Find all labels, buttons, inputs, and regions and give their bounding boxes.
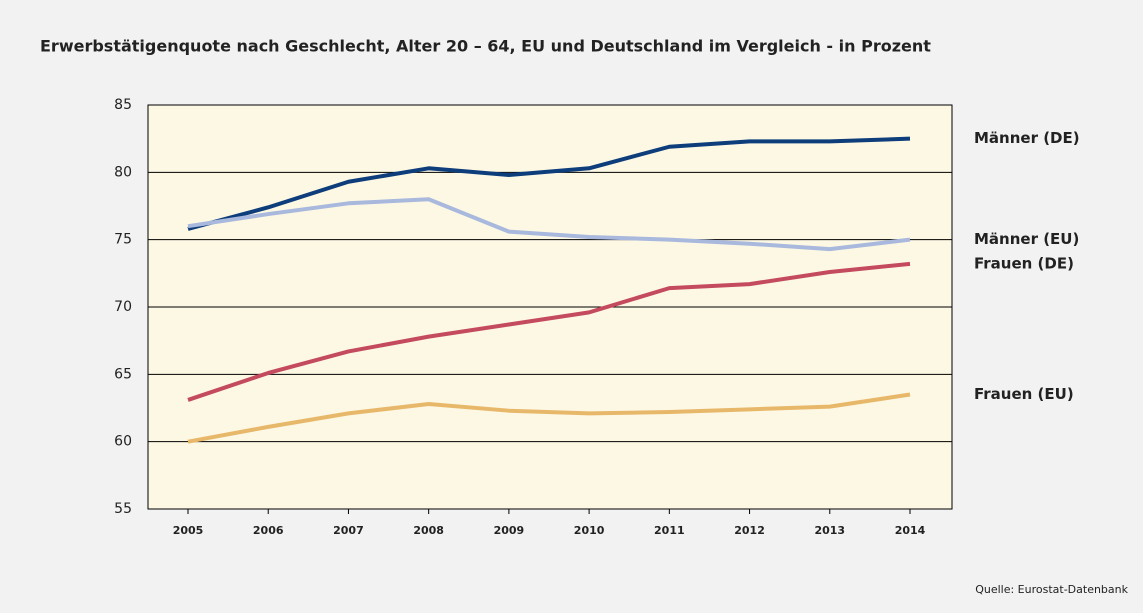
x-tick-label: 2006 [253,524,284,537]
chart-title: Erwerbstätigenquote nach Geschlecht, Alt… [40,37,931,56]
x-tick-label: 2012 [734,524,765,537]
legend-label: Frauen (DE) [974,254,1074,272]
line-series [187,197,911,252]
x-tick-label: 2009 [494,524,525,537]
y-tick-label: 70 [114,299,132,315]
legend-label: Frauen (EU) [974,385,1074,403]
plot-border [147,104,953,510]
legend-label: Männer (DE) [974,129,1080,147]
y-tick-label: 80 [114,164,132,180]
y-tick-label: 60 [114,434,132,450]
x-tick-label: 2010 [574,524,605,537]
x-tick-label: 2013 [814,524,845,537]
x-tick-label: 2014 [895,524,926,537]
legend-label: Männer (EU) [974,230,1079,248]
y-tick-label: 65 [114,366,132,382]
x-tick-label: 2007 [333,524,364,537]
x-tick-label: 2008 [413,524,444,537]
line-series [187,136,911,231]
y-tick-label: 55 [114,501,132,517]
y-tick-label: 85 [114,97,132,113]
line-series [187,261,911,402]
x-tick-label: 2005 [173,524,204,537]
source: Quelle: Eurostat-Datenbank [975,583,1128,596]
line-series [187,392,911,444]
y-tick-label: 75 [114,232,132,248]
x-tick-label: 2011 [654,524,685,537]
